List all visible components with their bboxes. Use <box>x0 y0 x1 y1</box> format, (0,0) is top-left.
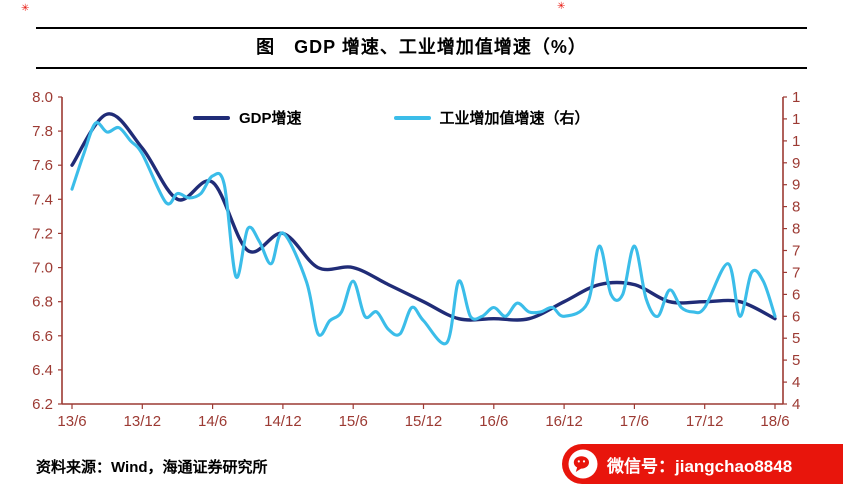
chart-title: 图 GDP 增速、工业增加值增速（%） <box>256 37 587 57</box>
left-axis-tick: 8.0 <box>32 89 53 106</box>
axes: 8.0 7.8 7.6 7.4 7.2 7.0 6.8 6.6 6.4 6.2 1 1 1 9 9 8 8 7 7 6… <box>32 89 800 430</box>
x-axis-tick: 15/6 <box>339 413 368 430</box>
right-axis-tick: 4 <box>792 396 800 413</box>
left-axis-tick: 6.2 <box>32 396 53 413</box>
left-axis-tick: 7.6 <box>32 157 53 174</box>
x-axis-tick: 13/12 <box>124 413 162 430</box>
data-source-note: 资料来源：Wind，海通证券研究所 <box>36 459 268 476</box>
right-axis-tick: 8 <box>792 199 800 216</box>
chart-legend: GDP增速 工业增加值增速（右） <box>193 107 590 128</box>
legend-label-gdp: GDP增速 <box>239 110 302 127</box>
industrial-line-swatch <box>393 115 431 120</box>
legend-item-gdp: GDP增速 <box>193 107 302 128</box>
industrial-output-line <box>70 121 777 346</box>
left-axis-tick: 7.2 <box>32 225 53 242</box>
x-axis-tick: 17/12 <box>686 413 724 430</box>
x-axis-tick: 17/6 <box>620 413 649 430</box>
right-axis-tick: 6 <box>792 308 800 325</box>
x-axis-tick: 13/6 <box>57 413 86 430</box>
right-axis-tick: 1 <box>792 111 800 128</box>
left-axis-tick: 7.8 <box>32 123 53 140</box>
right-axis-tick: 7 <box>792 243 800 260</box>
title-top-rule <box>36 27 807 29</box>
right-axis-tick: 1 <box>792 133 800 150</box>
gdp-line-swatch <box>193 115 230 120</box>
red-watermark-mark: ✳ <box>21 3 30 14</box>
left-axis-tick: 6.4 <box>32 362 53 379</box>
x-axis-tick: 16/6 <box>479 413 508 430</box>
gdp-line <box>70 112 777 322</box>
legend-label-industrial: 工业增加值增速（右） <box>439 110 590 127</box>
right-axis-tick: 9 <box>792 155 800 172</box>
left-axis-tick: 6.8 <box>32 294 53 311</box>
right-axis-tick: 8 <box>792 221 800 238</box>
title-bottom-rule <box>36 67 807 69</box>
left-axis-tick: 6.6 <box>32 328 53 345</box>
wechat-id-text: 微信号：jiangchao8848 <box>607 456 793 476</box>
right-axis-tick: 4 <box>792 374 800 391</box>
left-axis-tick: 7.0 <box>32 260 53 277</box>
x-axis-tick: 18/6 <box>760 413 789 430</box>
right-axis-tick: 9 <box>792 177 800 194</box>
left-axis-tick: 7.4 <box>32 191 53 208</box>
red-watermark-mark: ✳ <box>557 1 566 12</box>
right-axis-tick: 7 <box>792 264 800 281</box>
right-axis-tick: 6 <box>792 286 800 303</box>
right-axis-tick: 5 <box>792 352 800 369</box>
right-axis-tick: 5 <box>792 330 800 347</box>
legend-item-industrial: 工业增加值增速（右） <box>393 107 590 128</box>
wechat-icon <box>568 449 598 479</box>
right-axis-tick: 1 <box>792 89 800 106</box>
x-axis-tick: 15/12 <box>405 413 443 430</box>
x-axis-tick: 14/12 <box>264 413 302 430</box>
wechat-banner: 微信号：jiangchao8848 <box>562 444 843 484</box>
x-axis-tick: 16/12 <box>545 413 583 430</box>
x-axis-tick: 14/6 <box>198 413 227 430</box>
